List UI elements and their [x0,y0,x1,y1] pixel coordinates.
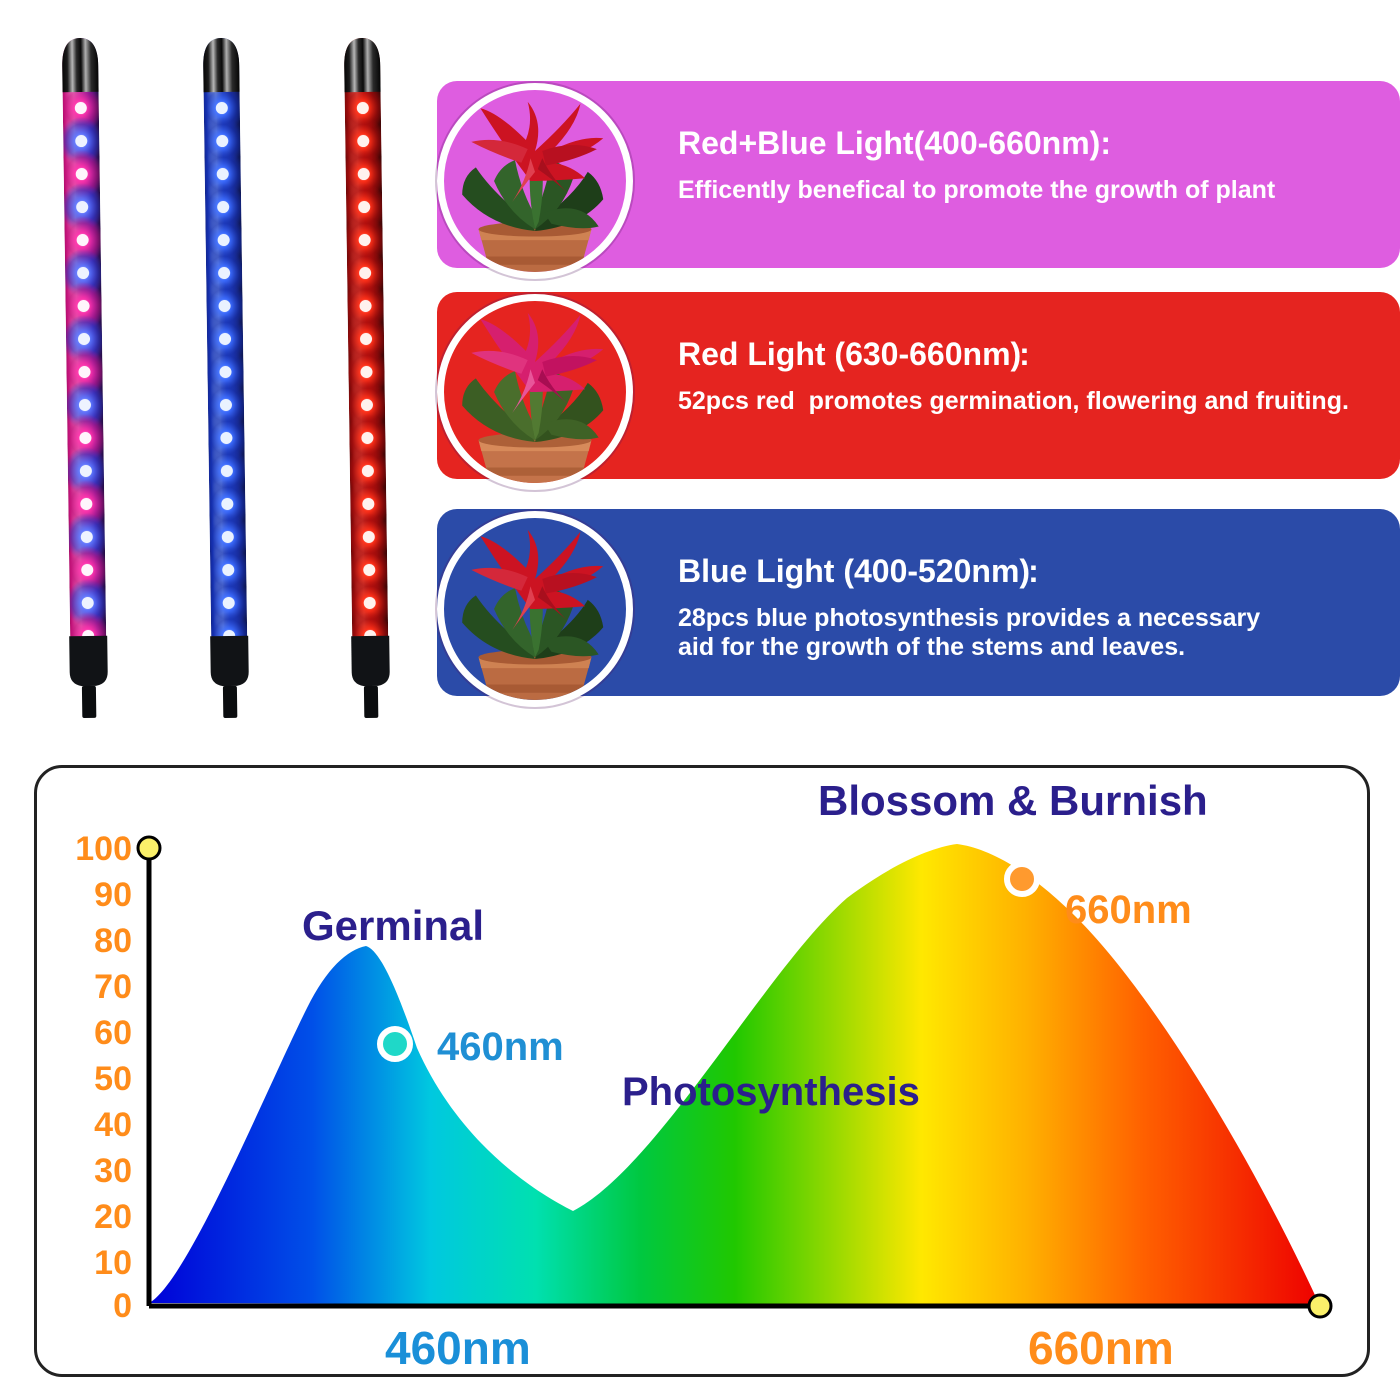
svg-text:60: 60 [94,1014,132,1052]
svg-text:80: 80 [94,922,132,960]
svg-text:Blossom & Burnish: Blossom & Burnish [818,777,1208,824]
svg-text:0: 0 [113,1287,132,1325]
svg-text:20: 20 [94,1198,132,1236]
svg-text:460nm: 460nm [437,1025,564,1069]
svg-text:90: 90 [94,876,132,914]
svg-text:460nm: 460nm [385,1322,531,1374]
svg-text:70: 70 [94,968,132,1006]
svg-text:660nm: 660nm [1028,1322,1174,1374]
svg-text:Photosynthesis: Photosynthesis [622,1070,920,1114]
svg-text:100: 100 [75,830,132,868]
svg-text:Germinal: Germinal [302,902,484,949]
svg-text:30: 30 [94,1152,132,1190]
svg-text:10: 10 [94,1244,132,1282]
svg-text:50: 50 [94,1060,132,1098]
svg-text:40: 40 [94,1106,132,1144]
svg-text:660nm: 660nm [1065,888,1192,932]
